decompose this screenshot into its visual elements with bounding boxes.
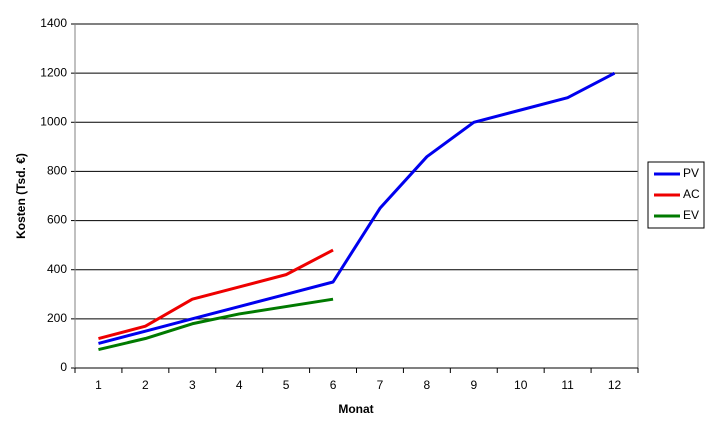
legend-label: PV <box>683 166 699 180</box>
x-tick-label: 10 <box>514 378 528 392</box>
y-axis-label: Kosten (Tsd. €) <box>14 153 28 239</box>
series-line <box>98 297 334 352</box>
y-tick-label: 0 <box>60 360 67 374</box>
y-tick-label: 400 <box>47 262 67 276</box>
y-tick-label: 1200 <box>40 65 67 79</box>
legend-label: AC <box>683 187 700 201</box>
legend-label: EV <box>683 208 699 222</box>
series-line <box>98 248 334 340</box>
y-tick-label: 1400 <box>40 16 67 30</box>
x-tick-label: 11 <box>561 378 574 392</box>
y-tick-label: 1000 <box>40 114 67 128</box>
x-tick-label: 7 <box>377 378 384 392</box>
x-tick-label: 5 <box>283 378 290 392</box>
x-tick-label: 3 <box>189 378 196 392</box>
x-tick-label: 1 <box>95 378 102 392</box>
x-tick-label: 8 <box>424 378 431 392</box>
x-tick-label: 2 <box>142 378 149 392</box>
x-tick-label: 9 <box>470 378 477 392</box>
y-tick-label: 200 <box>47 311 67 325</box>
x-tick-label: 12 <box>608 378 622 392</box>
series-line <box>98 71 616 345</box>
y-tick-label: 600 <box>47 213 67 227</box>
x-tick-label: 4 <box>236 378 243 392</box>
x-axis-label: Monat <box>338 402 373 416</box>
y-tick-label: 800 <box>47 164 67 178</box>
x-tick-label: 6 <box>330 378 337 392</box>
